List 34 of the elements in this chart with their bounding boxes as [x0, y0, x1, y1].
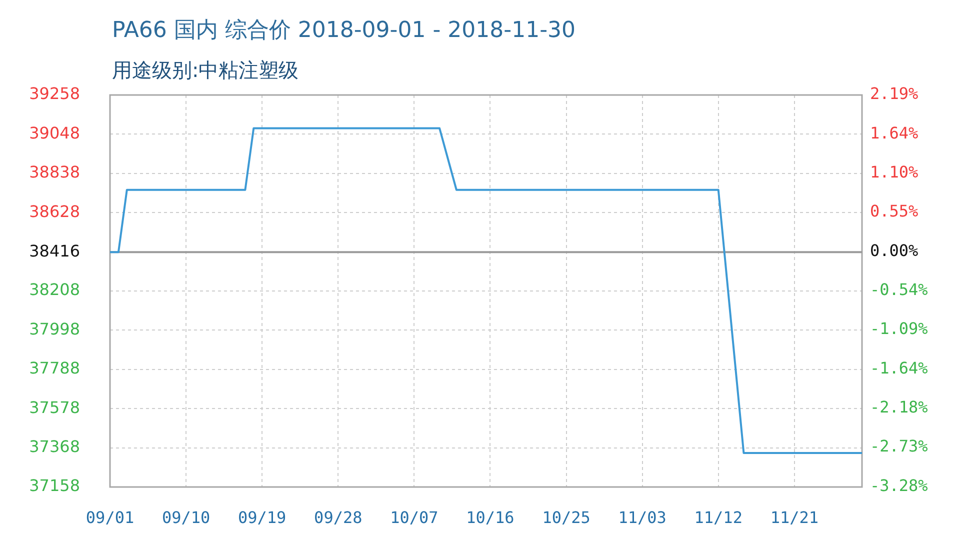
x-tick-label: 09/01: [86, 508, 134, 527]
x-tick-label: 10/07: [390, 508, 438, 527]
y-tick-label: 38416: [29, 241, 80, 260]
y-tick-label: 38838: [29, 162, 80, 182]
x-tick-label: 09/10: [162, 508, 210, 527]
y2-tick-label: 1.64%: [870, 124, 919, 143]
y2-tick-label: -0.54%: [870, 280, 928, 299]
x-tick-label: 09/19: [238, 508, 286, 527]
x-tick-label: 11/12: [694, 508, 742, 527]
y2-tick-label: -3.28%: [870, 476, 928, 496]
y-tick-label: 37998: [29, 319, 80, 338]
chart-title: PA66 国内 综合价 2018-09-01 - 2018-11-30: [112, 17, 576, 45]
y-tick-label: 37158: [29, 476, 80, 496]
y2-tick-label: 1.10%: [870, 162, 919, 182]
y2-tick-label: 2.19%: [870, 84, 919, 104]
y-tick-label: 37578: [29, 398, 80, 417]
x-tick-label: 10/25: [542, 508, 590, 527]
y-tick-label: 39258: [29, 84, 80, 104]
y-tick-label: 37368: [29, 436, 80, 456]
y2-tick-label: -1.64%: [870, 358, 928, 378]
x-tick-label: 11/03: [618, 508, 666, 527]
y2-tick-label: -2.73%: [870, 436, 928, 456]
y2-tick-label: 0.55%: [870, 202, 919, 221]
y-tick-label: 37788: [29, 358, 80, 378]
x-tick-label: 09/28: [314, 508, 362, 527]
x-tick-label: 11/21: [770, 508, 818, 527]
y2-tick-label: -1.09%: [870, 319, 928, 338]
y-tick-label: 38628: [29, 202, 80, 221]
chart-subtitle: 用途级别:中粘注塑级: [112, 57, 299, 84]
y-tick-label: 38208: [29, 280, 80, 300]
x-tick-label: 10/16: [466, 508, 514, 527]
y2-tick-label: -2.18%: [870, 397, 928, 416]
y2-tick-label: 0.00%: [870, 241, 919, 260]
y-tick-label: 39048: [29, 123, 80, 142]
